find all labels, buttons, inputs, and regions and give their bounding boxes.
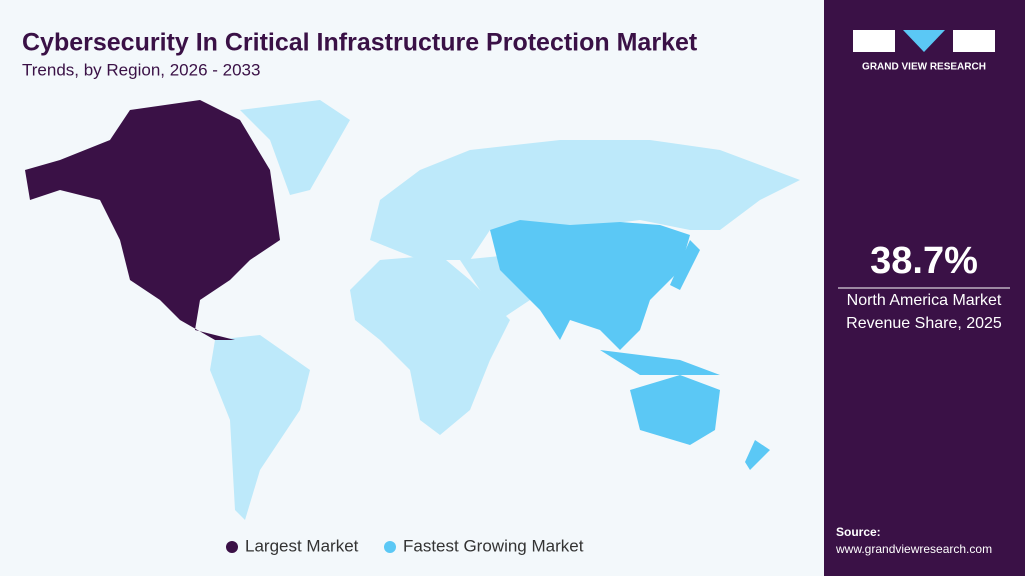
asia-pacific xyxy=(490,220,770,470)
south-america xyxy=(210,335,310,520)
stat-value: 38.7% xyxy=(870,240,978,282)
logo-block xyxy=(953,30,995,52)
north-america xyxy=(25,100,280,340)
legend: Largest Market Fastest Growing Market xyxy=(226,536,584,555)
source-label: Source: xyxy=(836,525,881,539)
stat-label: Revenue Share, 2025 xyxy=(846,315,1002,332)
legend-swatch xyxy=(226,541,238,553)
logo-block xyxy=(853,30,895,52)
stat-label: North America Market xyxy=(847,292,1002,309)
logo-v xyxy=(903,30,945,52)
africa xyxy=(350,255,510,435)
title: Cybersecurity In Critical Infrastructure… xyxy=(22,29,698,57)
legend-swatch xyxy=(384,541,396,553)
source-url: www.grandviewresearch.com xyxy=(835,542,992,556)
subtitle: Trends, by Region, 2026 - 2033 xyxy=(22,60,260,79)
europe-russia xyxy=(370,140,800,260)
brand: GRAND VIEW RESEARCH xyxy=(862,62,986,73)
greenland xyxy=(240,100,350,195)
logo xyxy=(853,30,995,52)
world-map xyxy=(25,100,800,520)
legend-label: Largest Market xyxy=(245,536,359,555)
legend-label: Fastest Growing Market xyxy=(403,536,584,555)
